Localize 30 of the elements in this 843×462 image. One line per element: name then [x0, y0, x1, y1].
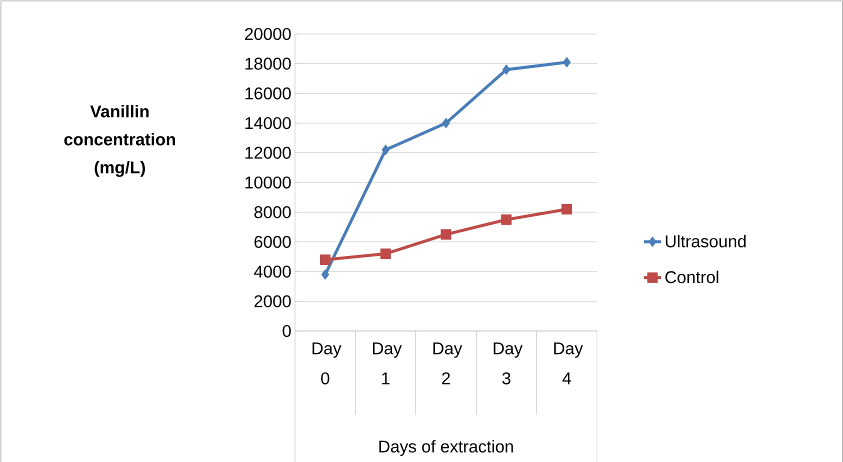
x-axis-title: Days of extraction: [379, 440, 513, 456]
y-axis-title: Vanillin concentration (mg/L): [64, 104, 175, 177]
y-tick-label: 4000: [254, 266, 291, 278]
y-tick-label: 12000: [246, 146, 291, 159]
x-tick-label: Day 2: [433, 342, 462, 384]
point: [502, 64, 510, 75]
y-tick-label: 2000: [254, 295, 291, 308]
y-tick-label: 10000: [246, 176, 291, 189]
x-tick-label: Day 1: [372, 342, 402, 384]
point: [321, 269, 330, 280]
y-tick-label: 0: [282, 324, 291, 338]
point: [501, 214, 512, 225]
point: [562, 204, 572, 214]
x-tick-label: Day 0: [312, 342, 342, 384]
point: [562, 56, 571, 68]
legend-label: Ultrasound: [666, 234, 746, 248]
point: [320, 254, 330, 265]
legend-label: Control: [665, 270, 718, 284]
x-tick-label: Day 3: [494, 342, 523, 384]
point: [382, 144, 390, 156]
point: [440, 229, 452, 240]
y-tick-label: 18000: [246, 58, 291, 70]
x-tick-label: Day 4: [554, 342, 583, 384]
y-tick-label: 6000: [254, 236, 291, 248]
y-tick-label: 8000: [254, 206, 291, 218]
y-tick-label: 20000: [245, 28, 291, 40]
point: [380, 248, 391, 260]
point: [442, 118, 450, 128]
y-tick-label: 16000: [246, 87, 291, 100]
y-tick-label: 14000: [246, 117, 291, 130]
